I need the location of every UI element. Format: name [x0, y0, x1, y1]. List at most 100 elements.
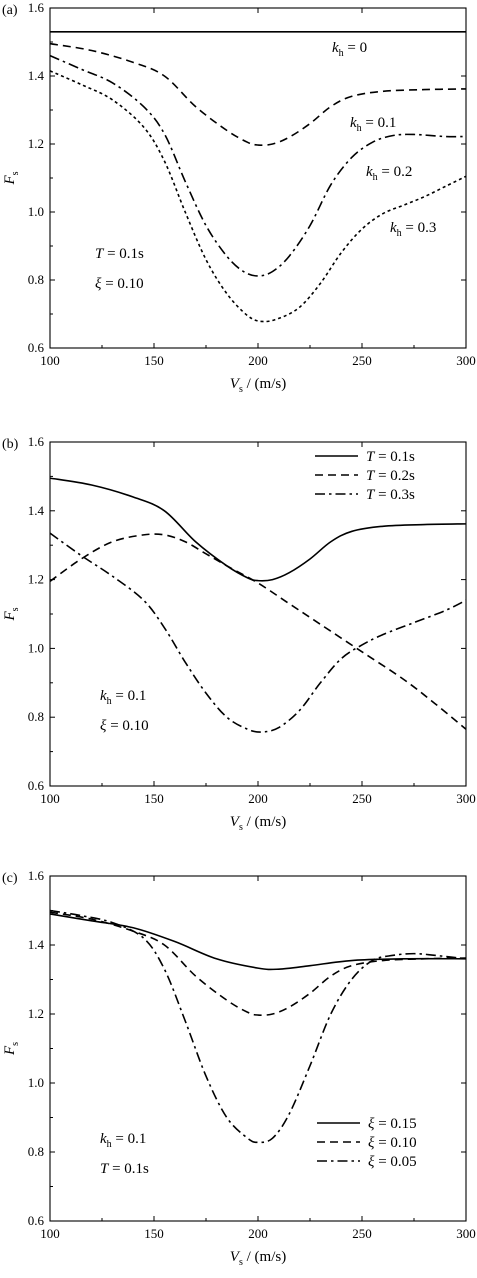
chart-panel-c: (c) 100 150 200 250 300 0.6 0.8 1.0 1.2 1.4 1.6 Vs /…	[2, 868, 476, 1268]
x-tick-label: 200	[248, 353, 268, 368]
legend-label-0-rest: = 0.15	[374, 1116, 416, 1132]
legend-label-2-rest: = 0.05	[374, 1154, 416, 1170]
annotation-0: T = 0.1s	[95, 246, 144, 262]
x-axis-title-main: V	[230, 376, 241, 392]
y-axis-title: Fs	[2, 1042, 21, 1056]
series-line-1	[49, 911, 467, 1016]
series-label-3-main: k	[390, 220, 397, 236]
x-tick-label: 150	[144, 791, 164, 806]
legend-label-2: ξ = 0.05	[368, 1154, 417, 1170]
legend-label-1: ξ = 0.10	[368, 1135, 417, 1151]
y-tick-label: 1.2	[28, 572, 44, 587]
x-axis-title: Vs / (m/s)	[230, 814, 286, 833]
x-axis-title-subscript: s	[239, 822, 243, 833]
y-axis-title-subscript: s	[10, 1042, 21, 1046]
legend-label-0-rest: = 0.1s	[374, 449, 415, 465]
x-tick-label: 300	[456, 791, 476, 806]
series-label-1-rest: = 0.1	[362, 115, 397, 131]
series-label-2-rest: = 0.2	[378, 164, 413, 180]
annotation-0-main: T	[95, 246, 105, 262]
y-tick-label: 1.4	[28, 68, 45, 83]
legend-label-0: T = 0.1s	[366, 449, 415, 465]
x-tick-label: 250	[352, 353, 372, 368]
annotation-1: ξ = 0.10	[100, 718, 149, 734]
series-line-0	[49, 477, 467, 582]
y-tick-label: 0.6	[28, 1213, 45, 1228]
x-axis-title-main: V	[230, 1249, 241, 1265]
series-line-1	[49, 533, 467, 730]
y-axis-title-main: F	[2, 1045, 18, 1056]
legend-label-1: T = 0.2s	[366, 468, 415, 484]
annotation-1-main: ξ	[95, 276, 102, 292]
legend-label-2-main: ξ	[368, 1154, 375, 1170]
annotation-1: ξ = 0.10	[95, 276, 144, 292]
y-tick-label: 0.6	[28, 778, 45, 793]
annotation-0-rest: = 0.1s	[103, 246, 144, 262]
series-label-0-rest: = 0	[344, 40, 367, 56]
x-tick-label: 250	[352, 791, 372, 806]
annotation-0-subscript: h	[107, 696, 112, 707]
y-tick-label: 1.2	[28, 136, 44, 151]
annotation-0-main: k	[100, 1131, 107, 1147]
y-tick-label: 1.4	[28, 503, 45, 518]
annotation-1: T = 0.1s	[100, 1161, 149, 1177]
annotation-0-rest: = 0.1	[112, 1131, 147, 1147]
series-label-0-subscript: h	[339, 48, 344, 59]
y-tick-label: 1.0	[28, 1075, 44, 1090]
series-line-2	[49, 532, 467, 733]
series-line-2	[49, 909, 467, 1144]
x-axis-title-subscript: s	[239, 384, 243, 395]
x-tick-label: 200	[248, 791, 268, 806]
y-axis-title: Fs	[2, 171, 21, 185]
panel-label: (a)	[2, 3, 18, 18]
x-tick-label: 100	[40, 353, 60, 368]
legend-label-2-main: T	[366, 487, 376, 503]
annotation-1-main: T	[100, 1161, 110, 1177]
y-tick-label: 0.8	[28, 1144, 44, 1159]
x-axis-title: Vs / (m/s)	[230, 1249, 286, 1268]
y-tick-label: 1.2	[28, 1006, 44, 1021]
x-axis-title: Vs / (m/s)	[230, 376, 286, 395]
legend-label-2: T = 0.3s	[366, 487, 415, 503]
y-tick-label: 1.6	[28, 868, 45, 883]
y-axis-title-subscript: s	[10, 171, 21, 175]
x-axis-title-rest: / (m/s)	[243, 814, 286, 830]
series-label-3-rest: = 0.3	[402, 220, 437, 236]
annotation-1-rest: = 0.1s	[108, 1161, 149, 1177]
legend-label-2-rest: = 0.3s	[374, 487, 415, 503]
y-tick-label: 0.8	[28, 272, 44, 287]
y-tick-label: 1.6	[28, 434, 45, 449]
series-label-3-subscript: h	[397, 228, 402, 239]
annotation-1-rest: = 0.10	[101, 276, 143, 292]
y-tick-label: 1.0	[28, 640, 44, 655]
annotation-0-main: k	[100, 688, 107, 704]
series-label-1: kh = 0.1	[350, 115, 396, 134]
series-label-3: kh = 0.3	[390, 220, 436, 239]
annotation-1-main: ξ	[100, 718, 107, 734]
annotation-0-rest: = 0.1	[112, 688, 147, 704]
x-axis-title-rest: / (m/s)	[243, 376, 286, 392]
series-line-2	[49, 54, 467, 277]
y-tick-label: 0.6	[28, 340, 45, 355]
series-label-2-subscript: h	[373, 172, 378, 183]
x-tick-label: 300	[456, 1226, 476, 1241]
legend-label-1-rest: = 0.2s	[374, 468, 415, 484]
chart-panel-a: (a) 100 150 200 250 300 0.6 0.8 1.0 1.2 1.4 1.6 Vs /…	[2, 0, 476, 395]
legend-label-0-main: ξ	[368, 1116, 375, 1132]
annotation-1-rest: = 0.10	[106, 718, 148, 734]
x-tick-label: 100	[40, 791, 60, 806]
x-axis-title-subscript: s	[239, 1257, 243, 1268]
series-label-1-subscript: h	[357, 123, 362, 134]
x-tick-label: 100	[40, 1226, 60, 1241]
series-label-2: kh = 0.2	[366, 164, 412, 183]
panel-label: (b)	[2, 437, 19, 452]
x-axis-title-main: V	[230, 814, 241, 830]
y-axis-title: Fs	[2, 607, 21, 621]
annotation-0-subscript: h	[107, 1139, 112, 1150]
legend-label-0-main: T	[366, 449, 376, 465]
chart-panel-b: (b) 100 150 200 250 300 0.6 0.8 1.0 1.2 1.4 1.6 Vs /…	[2, 434, 476, 833]
x-tick-label: 300	[456, 353, 476, 368]
legend-label-1-rest: = 0.10	[374, 1135, 416, 1151]
panel-label: (c)	[2, 871, 18, 886]
